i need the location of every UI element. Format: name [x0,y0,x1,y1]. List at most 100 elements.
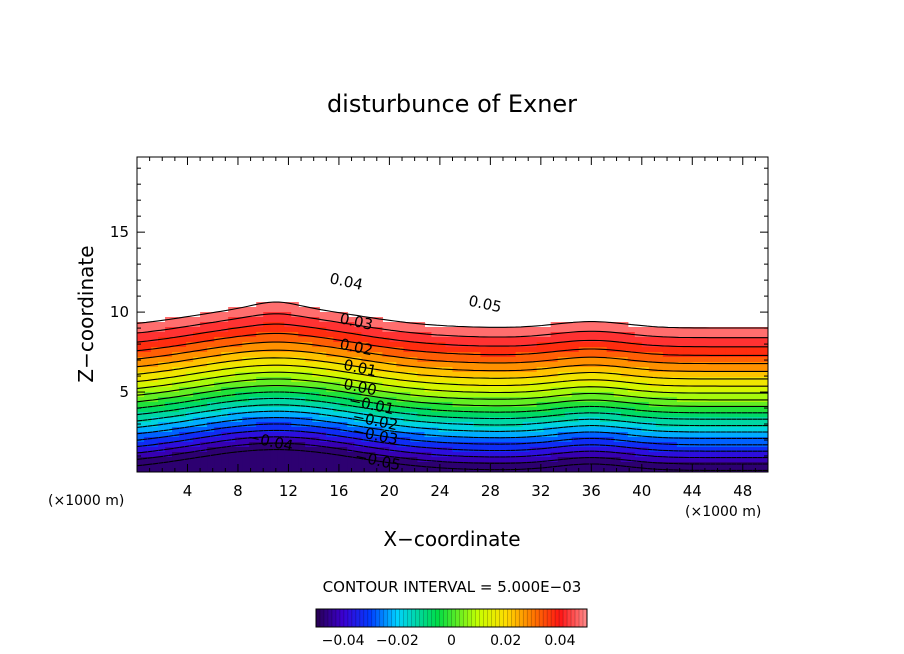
contour-cell [179,397,187,403]
colorbar-swatch [347,609,353,627]
contour-cell [473,407,482,413]
contour-cell [683,422,692,428]
contour-cell [270,317,278,323]
contour-cell [179,422,187,428]
contour-cell [410,387,419,393]
contour-cell [662,442,671,448]
contour-cell [445,467,454,472]
contour-cell [655,357,664,363]
contour-cell [473,347,482,353]
contour-cell [620,407,629,413]
contour-cell [186,437,194,443]
contour-cell [669,377,678,383]
contour-cell [620,392,629,398]
contour-cell [550,392,559,398]
contour-cell [501,457,510,463]
contour-cell [655,327,664,333]
contour-cell [704,387,713,393]
contour-cell [578,452,587,458]
contour-cell [711,372,720,378]
contour-cell [403,332,412,338]
colorbar-swatch [391,609,397,627]
contour-cell [270,397,278,403]
contour-cell [627,367,636,373]
contour-cell [396,357,405,363]
contour-cell [445,457,454,463]
contour-cell [592,392,601,398]
contour-cell [221,407,229,413]
contour-cell [480,342,489,348]
contour-cell [193,317,201,323]
contour-cell [480,427,489,433]
contour-cell [354,442,362,448]
contour-cell [151,352,159,358]
contour-cell [662,332,671,338]
contour-cell [193,342,201,348]
contour-cell [690,457,699,463]
contour-cell [676,437,685,443]
contour-cell [249,372,257,378]
contour-cell [396,432,405,438]
contour-cell [319,407,327,413]
contour-cell [452,462,461,468]
contour-cell [543,327,552,333]
contour-cell [242,427,250,433]
contour-cell [340,382,348,388]
contour-cell [522,417,531,423]
contour-cell [361,382,369,388]
contour-cell [319,442,327,448]
contour-cell [536,347,545,353]
colorbar-swatch [491,609,496,627]
contour-cell [620,347,629,353]
contour-cell [284,352,292,358]
contour-cell [480,382,489,388]
contour-cell [557,352,566,358]
contour-cell [508,397,517,403]
contour-cell [704,457,713,463]
contour-cell [718,402,727,408]
contour-cell [732,392,741,398]
contour-cell [606,427,615,433]
contour-cell [326,377,334,383]
contour-cell [333,402,341,408]
contour-cell [571,392,580,398]
contour-cell [690,377,699,383]
contour-cell [312,412,320,418]
contour-cell [711,462,720,468]
contour-cell [690,367,699,373]
contour-cell [165,377,173,383]
contour-cell [284,382,292,388]
contour-cell [438,382,447,388]
contour-cell [662,432,671,438]
contour-cell [249,467,257,472]
contour-cell [165,337,173,343]
contour-cell [606,372,615,378]
contour-cell [662,372,671,378]
contour-cell [606,362,615,368]
contour-cell [662,452,671,458]
contour-cell [522,432,531,438]
contour-cell [368,417,376,423]
contour-cell [662,347,671,353]
contour-cell [739,367,748,373]
contour-cell [438,367,447,373]
contour-cell [256,367,264,373]
contour-cell [319,377,327,383]
contour-cell [389,342,398,348]
contour-cell [270,392,278,398]
contour-cell [718,377,727,383]
contour-cell [746,407,755,413]
contour-cell [403,367,412,373]
contour-line [137,341,768,365]
contour-cell [445,407,454,413]
contour-cell [417,362,426,368]
contour-cell [158,397,166,403]
contour-cell [634,437,643,443]
contour-cell [270,442,278,448]
contour-cell [718,437,727,443]
contour-cell [445,327,454,333]
contour-cell [137,402,145,408]
contour-cell [690,417,699,423]
contour-cell [690,342,699,348]
contour-cell [753,332,762,338]
